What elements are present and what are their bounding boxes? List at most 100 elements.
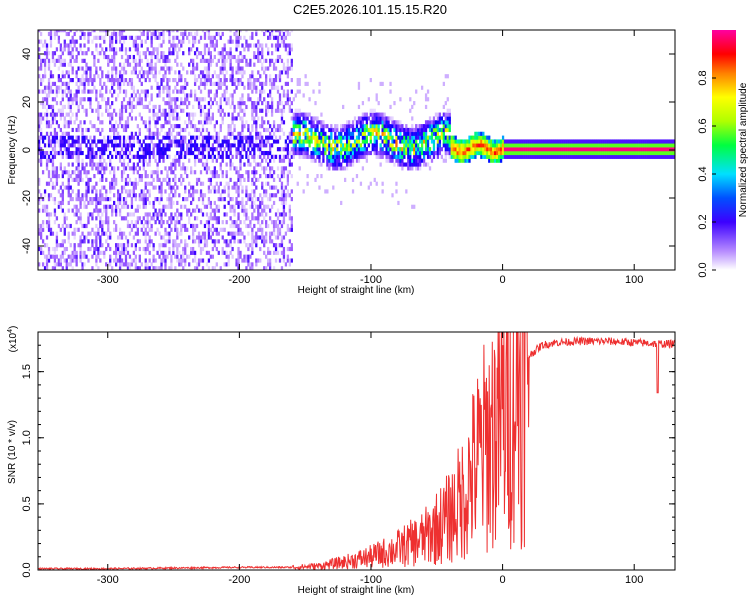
heatmap-cell xyxy=(61,200,64,206)
heatmap-cell xyxy=(365,150,368,156)
heatmap-cell xyxy=(243,204,246,209)
heatmap-cell xyxy=(263,170,266,175)
heatmap-cell xyxy=(349,154,353,159)
heatmap-cell xyxy=(209,62,213,67)
heatmap-cell xyxy=(259,143,262,148)
heatmap-cell xyxy=(146,266,149,270)
heatmap-cell xyxy=(116,246,120,252)
heatmap-cell xyxy=(497,154,501,159)
heatmap-cell xyxy=(211,101,214,106)
heatmap-cell xyxy=(389,116,392,121)
heatmap-cell xyxy=(265,104,268,110)
heatmap-cell xyxy=(51,112,55,117)
heatmap-cell xyxy=(105,147,108,152)
heatmap-cell xyxy=(47,227,51,232)
heatmap-cell xyxy=(211,254,214,259)
heatmap-cell xyxy=(199,120,203,125)
heatmap-cell xyxy=(43,150,47,156)
heatmap-cell xyxy=(217,231,220,236)
heatmap-cell xyxy=(367,127,370,133)
heatmap-cell xyxy=(369,78,372,83)
heatmap-cell xyxy=(462,150,465,156)
heatmap-cell xyxy=(428,120,432,125)
heatmap-cell xyxy=(150,239,153,244)
heatmap-cell xyxy=(99,166,102,171)
heatmap-cell xyxy=(105,246,108,252)
heatmap-cell xyxy=(182,147,185,152)
heatmap-cell xyxy=(154,208,157,213)
heatmap-cell xyxy=(349,147,353,152)
heatmap-cell xyxy=(55,174,59,179)
heatmap-cell xyxy=(174,70,177,75)
heatmap-cell xyxy=(243,135,246,140)
heatmap-cell xyxy=(83,85,86,90)
heatmap-cell xyxy=(233,208,236,213)
heatmap-cell xyxy=(237,35,240,40)
heatmap-cell xyxy=(415,127,418,133)
heatmap-cell xyxy=(219,166,222,171)
heatmap-cell xyxy=(53,185,57,190)
heatmap-cell xyxy=(284,93,288,98)
heatmap-cell xyxy=(308,154,311,159)
heatmap-cell xyxy=(334,143,337,148)
heatmap-cell xyxy=(251,154,254,159)
heatmap-cell xyxy=(150,62,153,67)
heatmap-cell xyxy=(276,104,280,110)
heatmap-cell xyxy=(494,150,497,156)
heatmap-cell xyxy=(87,89,90,94)
heatmap-cell xyxy=(51,162,55,167)
heatmap-cell xyxy=(75,81,78,86)
heatmap-cell xyxy=(61,131,64,136)
heatmap-cell xyxy=(359,120,363,125)
heatmap-cell xyxy=(122,30,126,33)
heatmap-cell xyxy=(83,35,86,40)
heatmap-cell xyxy=(172,177,175,182)
heatmap-cell xyxy=(87,200,90,206)
heatmap-cell xyxy=(426,97,430,102)
heatmap-cell xyxy=(261,43,264,48)
heatmap-cell xyxy=(148,239,151,244)
heatmap-cell xyxy=(213,135,216,140)
heatmap-cell xyxy=(223,197,226,202)
heatmap-cell xyxy=(249,62,252,67)
heatmap-cell xyxy=(268,193,272,198)
heatmap-cell xyxy=(122,200,126,206)
heatmap-cell xyxy=(253,108,256,113)
heatmap-cell xyxy=(75,150,78,156)
heatmap-cell xyxy=(446,74,449,79)
heatmap-cell xyxy=(211,150,214,156)
heatmap-cell xyxy=(65,262,68,267)
heatmap-cell xyxy=(71,127,74,133)
heatmap-cell xyxy=(53,250,57,255)
heatmap-cell xyxy=(245,243,248,248)
heatmap-cell xyxy=(280,39,284,44)
heatmap-cell xyxy=(444,139,447,144)
heatmap-cell xyxy=(336,150,339,156)
heatmap-cell xyxy=(602,150,605,156)
heatmap-cell xyxy=(274,108,278,113)
heatmap-cell xyxy=(170,216,173,221)
heatmap-cell xyxy=(330,127,333,133)
heatmap-cell xyxy=(195,30,199,33)
heatmap-cell xyxy=(111,185,114,190)
heatmap-cell xyxy=(474,154,477,159)
heatmap-cell xyxy=(245,135,248,140)
heatmap-cell xyxy=(265,266,268,270)
heatmap-cell xyxy=(539,143,542,148)
heatmap-cell xyxy=(99,158,102,163)
heatmap-cell xyxy=(71,35,74,40)
heatmap-cell xyxy=(385,124,388,129)
heatmap-cell xyxy=(77,162,80,167)
heatmap-cell xyxy=(278,177,282,182)
heatmap-cell xyxy=(77,66,80,71)
heatmap-cell xyxy=(551,139,554,144)
heatmap-cell xyxy=(118,193,122,198)
heatmap-cell xyxy=(211,116,214,121)
heatmap-cell xyxy=(209,216,213,221)
heatmap-cell xyxy=(97,108,100,113)
heatmap-cell xyxy=(199,131,203,136)
heatmap-cell xyxy=(178,162,181,167)
heatmap-cell xyxy=(344,150,347,156)
heatmap-cell xyxy=(263,243,266,248)
heatmap-cell xyxy=(193,39,197,44)
